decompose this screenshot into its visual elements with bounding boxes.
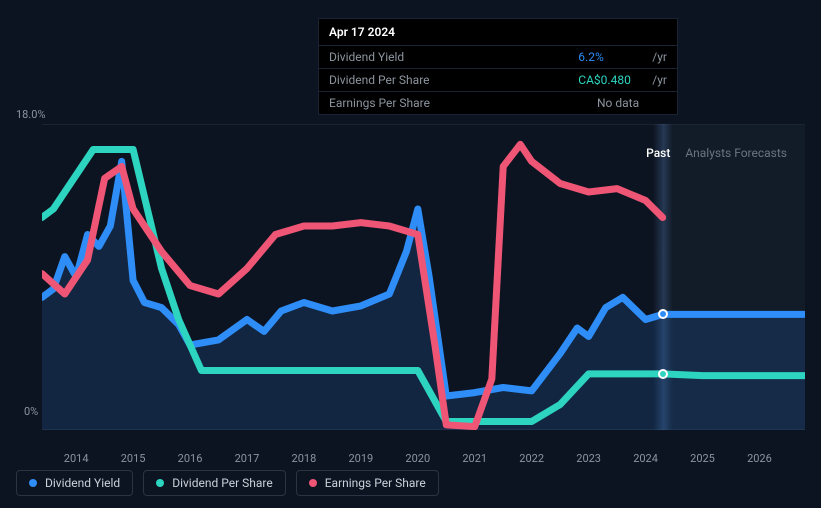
series-marker [658,369,668,379]
legend-item[interactable]: Dividend Yield [16,470,133,496]
legend-dot-icon [156,479,164,487]
chart-svg [42,124,805,430]
chart-tooltip: Apr 17 2024 Dividend Yield6.2%/yrDividen… [318,18,678,115]
x-tick-label: 2026 [747,452,772,465]
area-fill [42,161,805,430]
x-tick-label: 2018 [292,452,317,465]
legend-item[interactable]: Dividend Per Share [143,470,286,496]
tooltip-row-unit: /yr [652,50,667,64]
x-tick-label: 2025 [690,452,715,465]
tooltip-row-label: Dividend Yield [329,50,578,64]
tooltip-row-value: 6.2% [578,50,648,64]
legend: Dividend Yield Dividend Per Share Earnings… [16,470,439,496]
legend-label: Earnings Per Share [325,476,426,490]
legend-dot-icon [29,479,37,487]
tooltip-row: Dividend Per ShareCA$0.480/yr [319,69,677,92]
legend-item[interactable]: Earnings Per Share [296,470,439,496]
x-tick-label: 2022 [519,452,544,465]
x-tick-label: 2021 [462,452,487,465]
x-tick-label: 2015 [121,452,146,465]
x-tick-label: 2014 [64,452,89,465]
y-axis-min-label: 0% [24,405,38,418]
x-tick-label: 2016 [178,452,203,465]
x-tick-label: 2023 [576,452,601,465]
legend-label: Dividend Yield [45,476,120,490]
tooltip-row-label: Dividend Per Share [329,73,578,87]
series-marker [658,309,668,319]
x-tick-label: 2019 [348,452,373,465]
tooltip-row: Earnings Per ShareNo data [319,92,677,114]
legend-label: Dividend Per Share [172,476,273,490]
tooltip-row: Dividend Yield6.2% /yr [319,46,677,69]
tooltip-row-unit: /yr [652,73,667,87]
chart-container: 18.0% Past Analysts Forecasts 0% 2014 201… [0,110,821,508]
tooltip-row-label: Earnings Per Share [329,96,597,110]
x-tick-label: 2020 [405,452,430,465]
tooltip-date: Apr 17 2024 [319,19,677,46]
plot-area[interactable]: Past Analysts Forecasts [42,124,805,430]
y-axis-max-label: 18.0% [16,108,46,121]
x-tick-label: 2024 [633,452,658,465]
tooltip-row-value: CA$0.480 [578,73,648,87]
tooltip-row-value: No data [597,96,667,110]
legend-dot-icon [309,479,317,487]
x-tick-label: 2017 [235,452,260,465]
